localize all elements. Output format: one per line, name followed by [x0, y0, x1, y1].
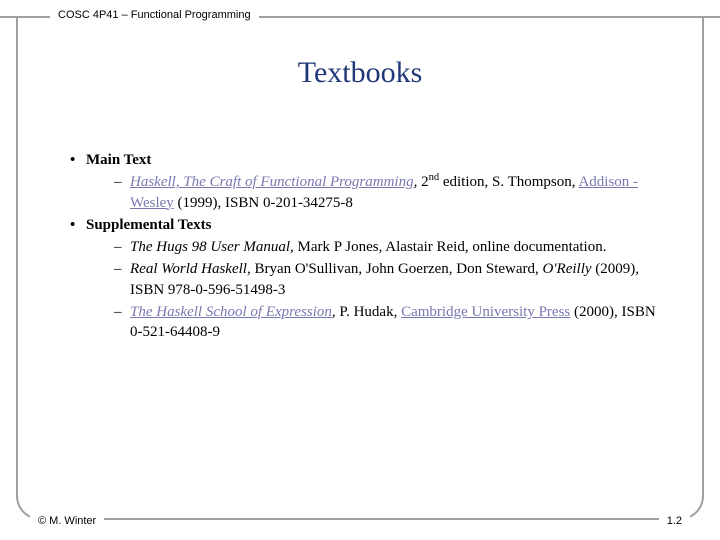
text-fragment: , Bryan O'Sullivan, John Goerzen, Don St…	[247, 261, 543, 277]
book-title-link[interactable]: The Haskell School of Expression	[130, 304, 332, 320]
text-fragment: (1999), ISBN 0-201-34275-8	[174, 195, 353, 211]
text-fragment: , Mark P Jones, Alastair Reid, online do…	[290, 239, 606, 255]
main-text-item: Haskell, The Craft of Functional Program…	[70, 172, 670, 213]
footer-page-number: 1.2	[659, 515, 690, 527]
book-title-italic: Real World Haskell	[130, 261, 247, 277]
text-fragment: edition, S. Thompson,	[439, 174, 578, 190]
main-text-heading: Main Text	[70, 150, 670, 170]
supp-item: The Haskell School of Expression, P. Hud…	[70, 302, 670, 343]
footer-copyright: © M. Winter	[30, 515, 104, 527]
text-fragment: , 2	[414, 174, 429, 190]
slide-title: Textbooks	[0, 56, 720, 90]
publisher-link[interactable]: Cambridge University Press	[401, 304, 570, 320]
text-fragment: , P. Hudak,	[332, 304, 401, 320]
publisher-italic: O'Reilly	[543, 261, 592, 277]
book-title-link[interactable]: Haskell, The Craft of Functional Program…	[130, 174, 414, 190]
slide-content: Main Text Haskell, The Craft of Function…	[70, 150, 670, 344]
supp-item: Real World Haskell, Bryan O'Sullivan, Jo…	[70, 259, 670, 300]
supplemental-heading: Supplemental Texts	[70, 215, 670, 235]
book-title-italic: The Hugs 98 User Manual	[130, 239, 290, 255]
ordinal-sup: nd	[429, 172, 440, 183]
course-label: COSC 4P41 – Functional Programming	[50, 9, 259, 21]
supp-item: The Hugs 98 User Manual, Mark P Jones, A…	[70, 237, 670, 257]
